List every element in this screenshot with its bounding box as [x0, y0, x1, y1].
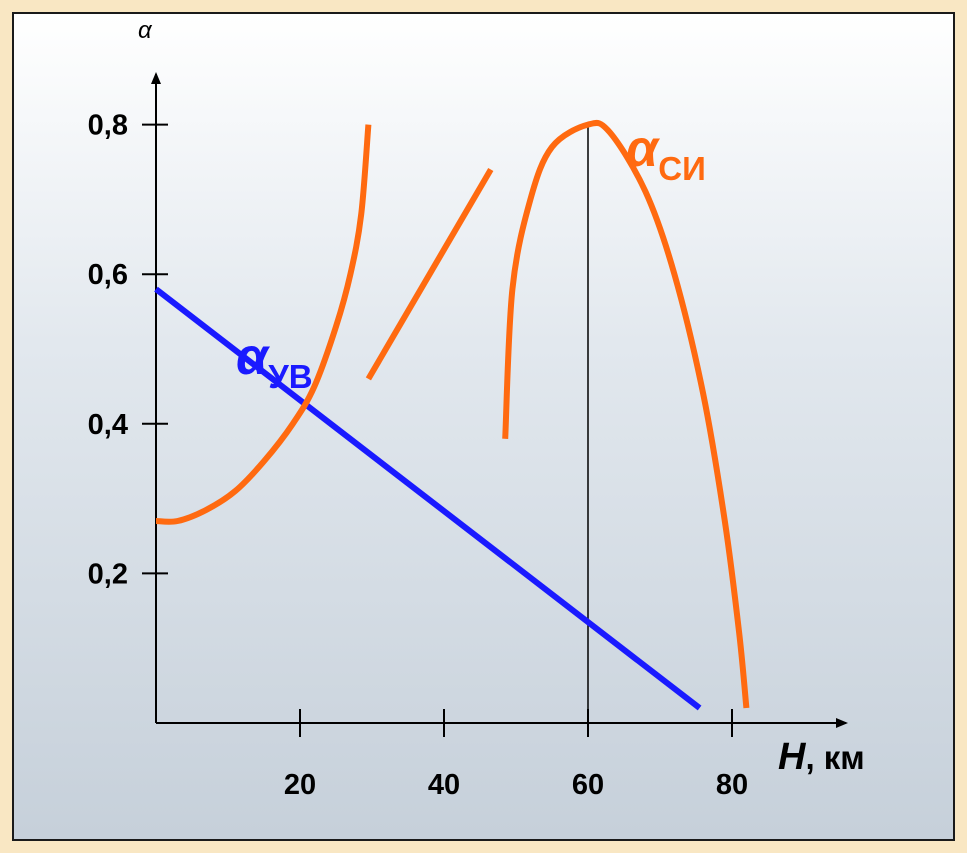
series-label-uv-symbol: α: [236, 328, 271, 386]
x-tick-label-40: 40: [428, 769, 460, 801]
y-tick-label-0-4: 0,4: [88, 409, 128, 441]
y-axis-label: α: [138, 17, 153, 44]
chart: 20 40 60 800,20,40,60,8 α H, км αУВ αСИ: [88, 17, 865, 801]
y-tick-label-0-8: 0,8: [88, 110, 128, 142]
x-tick-label-80: 80: [716, 769, 748, 801]
series-label-si-subscript: СИ: [658, 150, 706, 187]
series-label-uv: αУВ: [236, 328, 313, 395]
x-tick-label-20: 20: [284, 769, 316, 801]
x-axis-label-unit: , км: [805, 739, 864, 776]
series-label-si-symbol: α: [626, 120, 661, 178]
chart-panel: 20 40 60 80 0,2 0,4 0,6 0,8 α H, км αУВ αСИ: [12, 12, 955, 841]
series-label-si: αСИ: [626, 120, 706, 187]
series-line-uv: [154, 286, 702, 711]
x-axis-label-var: H: [778, 736, 807, 778]
x-axis-label: H, км: [778, 736, 865, 778]
series-line-si-segment-1: [155, 124, 372, 525]
y-tick-label-0-6: 0,6: [88, 259, 128, 291]
y-tick-label-0-2: 0,2: [88, 558, 128, 590]
series-line-si-segment-3: [502, 119, 750, 709]
series-label-uv-subscript: УВ: [268, 358, 312, 395]
series-line-si-segment-2: [365, 167, 494, 381]
x-tick-label-60: 60: [572, 769, 604, 801]
